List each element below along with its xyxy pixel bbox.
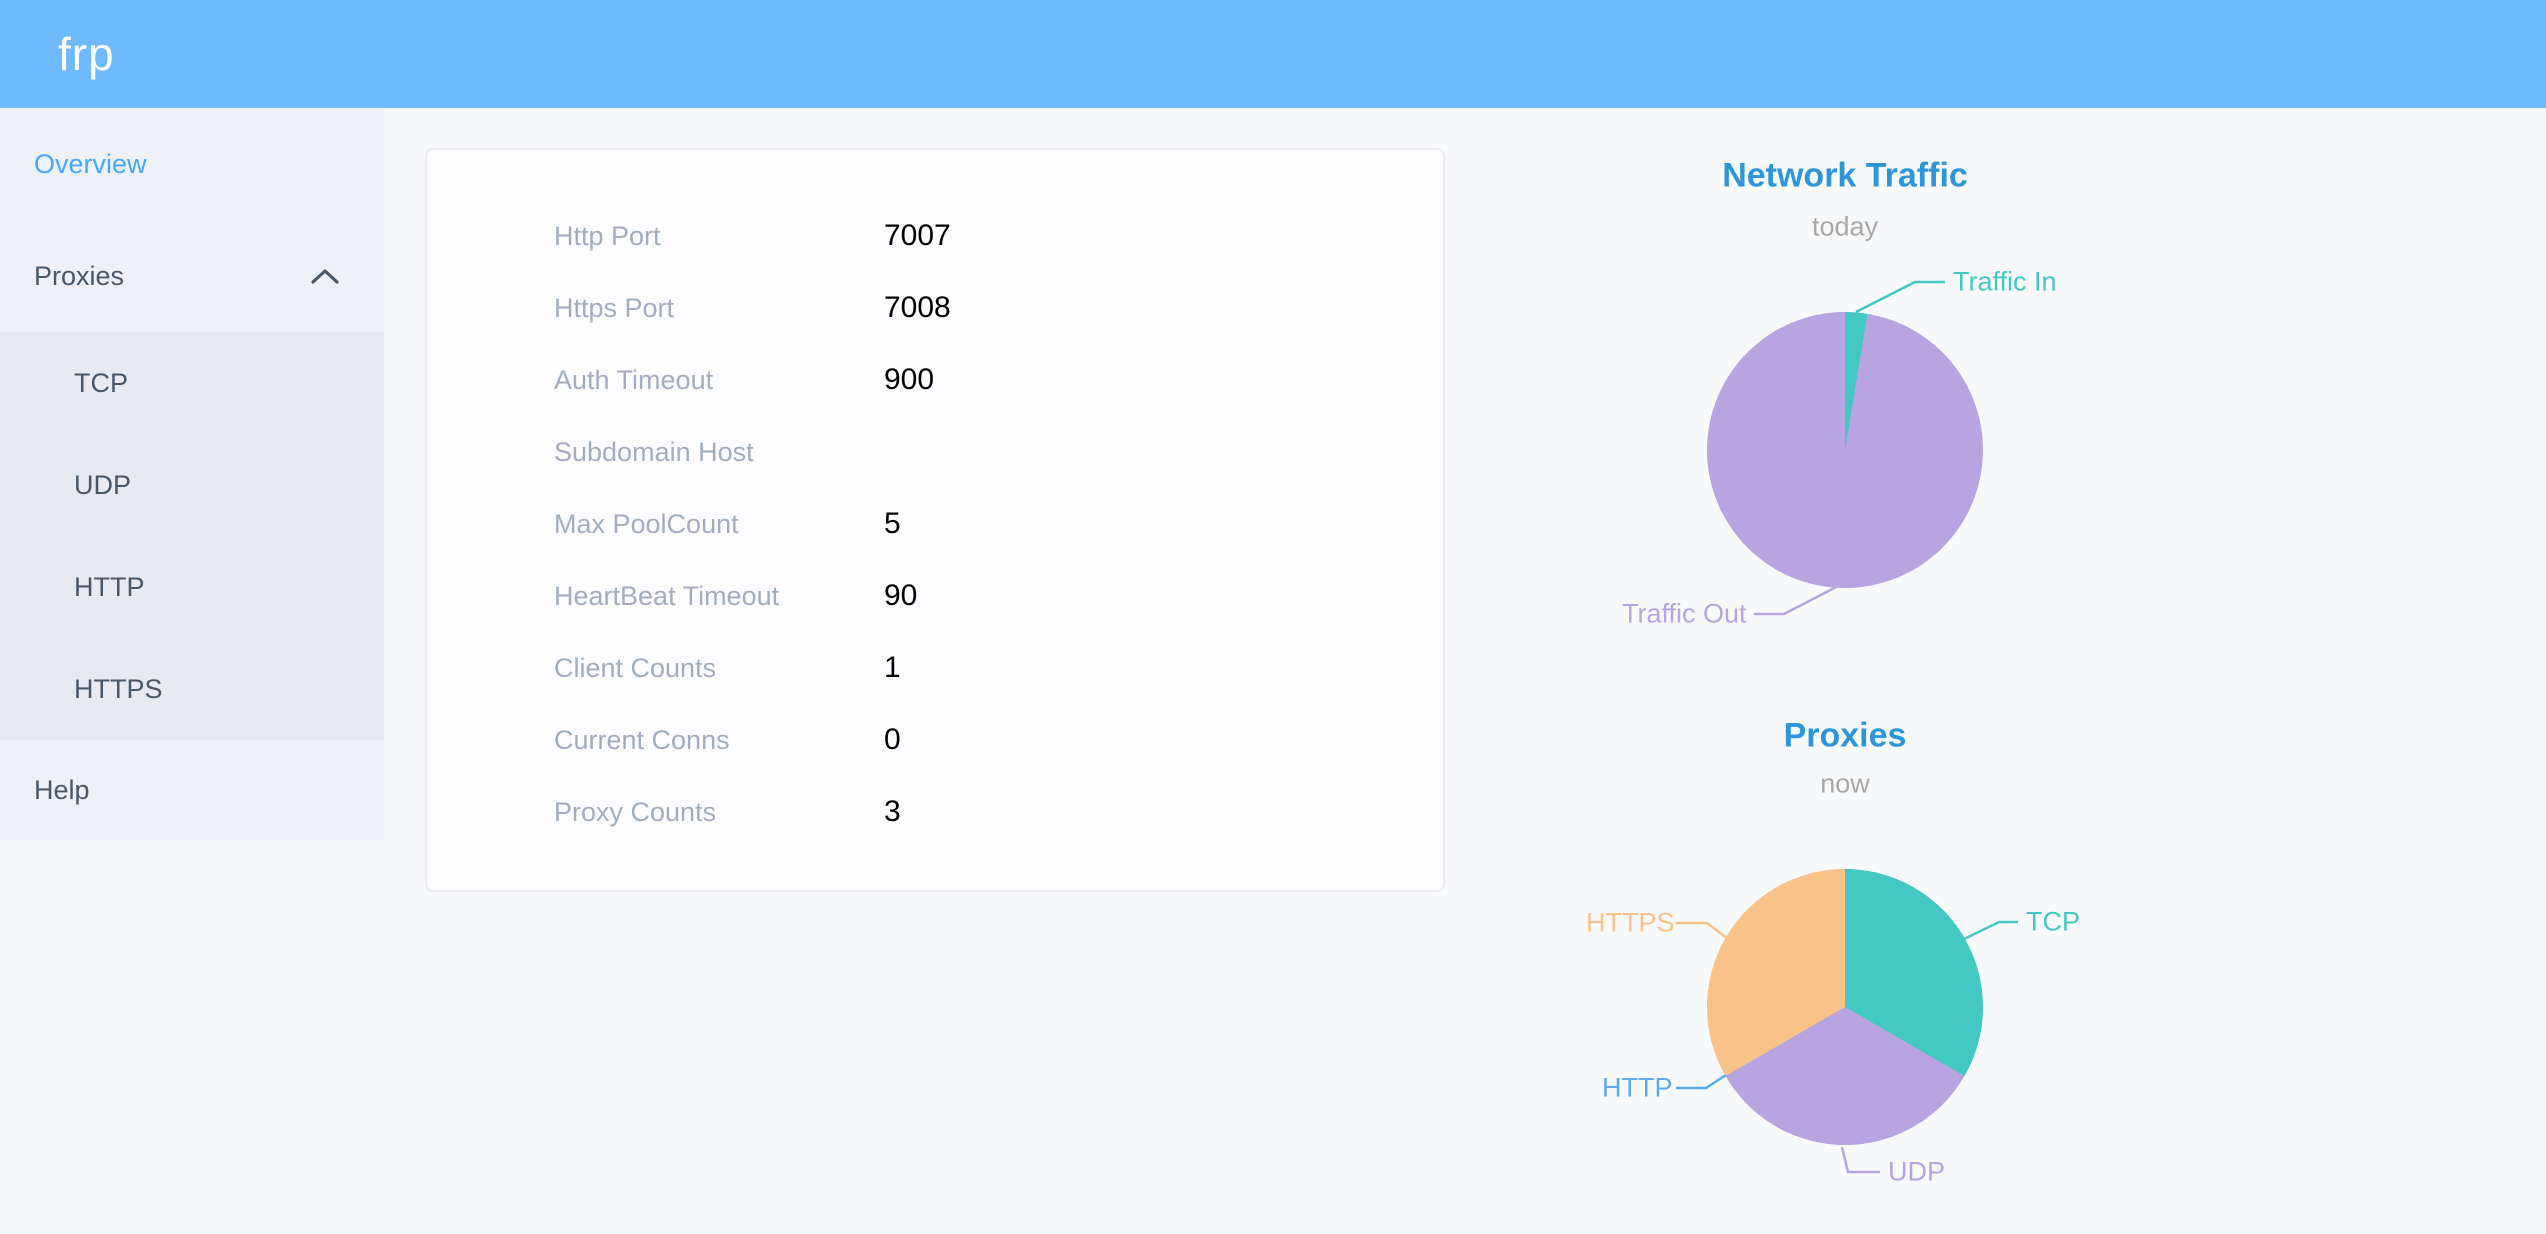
info-value: 7007 — [884, 219, 951, 252]
https-leader-line — [1676, 921, 1729, 940]
sidebar-item-udp[interactable]: UDP — [0, 434, 384, 536]
info-label: HeartBeat Timeout — [554, 580, 780, 611]
info-label: Subdomain Host — [554, 436, 754, 467]
sidebar-item-label: UDP — [74, 469, 132, 500]
info-row-client-counts: Client Counts 1 — [427, 632, 1443, 704]
sidebar-item-overview[interactable]: Overview — [0, 108, 384, 220]
info-row-subdomain-host: Subdomain Host — [427, 416, 1443, 488]
info-label: Current Conns — [554, 724, 730, 755]
info-row-proxy-counts: Proxy Counts 3 — [427, 776, 1443, 848]
traffic-in-label: Traffic In — [1953, 266, 2057, 297]
udp-leader-line — [1840, 1146, 1880, 1174]
sidebar: Overview Proxies TCP UDP HTTP HTTPS Help — [0, 108, 384, 840]
proxies-chart-subtitle: now — [1820, 768, 1870, 799]
info-row-max-poolcount: Max PoolCount 5 — [427, 488, 1443, 560]
app-logo[interactable]: frp — [58, 28, 115, 80]
http-slice-label: HTTP — [1602, 1072, 1673, 1103]
sidebar-item-tcp[interactable]: TCP — [0, 332, 384, 434]
info-value: 900 — [884, 363, 935, 396]
info-value: 5 — [884, 507, 901, 540]
info-label: Client Counts — [554, 652, 717, 683]
network-traffic-title: Network Traffic — [1722, 156, 1968, 195]
traffic-out-leader-line — [1754, 584, 1839, 616]
sidebar-submenu-proxies: TCP UDP HTTP HTTPS — [0, 332, 384, 740]
network-traffic-subtitle: today — [1811, 211, 1879, 242]
info-value: 1 — [884, 651, 901, 684]
info-row-auth-timeout: Auth Timeout 900 — [427, 344, 1443, 416]
info-label: Https Port — [554, 292, 675, 323]
traffic-out-label: Traffic Out — [1622, 598, 1747, 629]
info-value: 0 — [884, 723, 901, 756]
sidebar-item-label: TCP — [74, 367, 128, 398]
http-leader-line — [1676, 1073, 1727, 1090]
info-value: 7008 — [884, 291, 951, 324]
udp-slice-label: UDP — [1888, 1156, 1946, 1187]
https-slice-label: HTTPS — [1586, 907, 1675, 938]
info-label: Http Port — [554, 220, 661, 251]
info-row-https-port: Https Port 7008 — [427, 272, 1443, 344]
tcp-slice-label: TCP — [2026, 906, 2080, 937]
proxies-pie[interactable] — [1707, 869, 1983, 1145]
info-value: 90 — [884, 579, 918, 612]
traffic-in-leader-line — [1855, 280, 1945, 314]
sidebar-item-help[interactable]: Help — [0, 740, 384, 840]
network-traffic-pie[interactable] — [1707, 312, 1983, 588]
sidebar-item-label: HTTPS — [74, 673, 163, 704]
sidebar-item-proxies[interactable]: Proxies — [0, 220, 384, 332]
sidebar-item-https[interactable]: HTTPS — [0, 638, 384, 740]
app-header: frp — [0, 0, 2546, 108]
info-value: 3 — [884, 795, 901, 828]
sidebar-item-http[interactable]: HTTP — [0, 536, 384, 638]
proxies-chart-title: Proxies — [1783, 716, 1907, 755]
sidebar-item-label: Help — [34, 774, 90, 805]
info-row-http-port: Http Port 7007 — [427, 200, 1443, 272]
sidebar-item-label: Proxies — [34, 260, 125, 291]
sidebar-item-label: Overview — [34, 148, 147, 179]
info-row-heartbeat-timeout: HeartBeat Timeout 90 — [427, 560, 1443, 632]
chevron-up-icon — [311, 269, 339, 284]
sidebar-item-label: HTTP — [74, 571, 145, 602]
info-row-current-conns: Current Conns 0 — [427, 704, 1443, 776]
server-info-card: Http Port 7007 Https Port 7008 Auth Time… — [425, 148, 1445, 892]
info-label: Max PoolCount — [554, 508, 739, 539]
tcp-leader-line — [1961, 920, 2018, 942]
info-label: Proxy Counts — [554, 796, 717, 827]
info-label: Auth Timeout — [554, 364, 714, 395]
